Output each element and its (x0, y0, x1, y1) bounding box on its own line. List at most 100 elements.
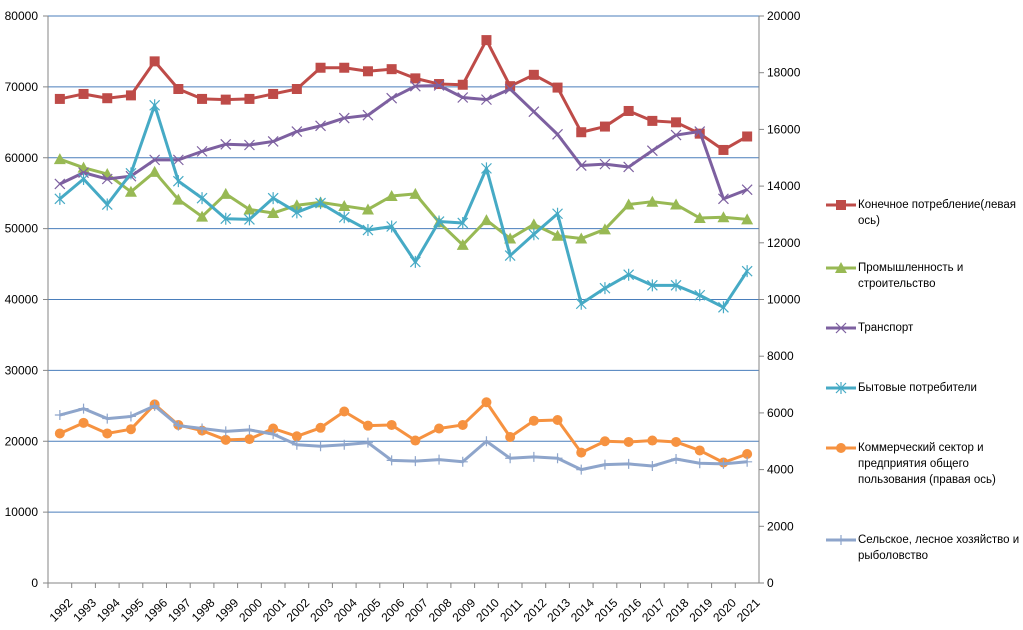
x-tick-label: 2009 (450, 596, 479, 625)
x-tick-label: 2019 (687, 596, 716, 625)
data-point (528, 415, 539, 426)
data-point (647, 115, 658, 126)
data-point (433, 80, 445, 91)
data-point (718, 193, 729, 205)
data-point (291, 84, 302, 95)
data-point (410, 435, 421, 446)
data-point (244, 434, 255, 445)
data-point (362, 224, 374, 237)
data-point (410, 456, 421, 467)
data-point (172, 175, 184, 188)
data-point (552, 207, 563, 220)
x-tick-label: 1997 (165, 596, 194, 625)
data-point (457, 419, 468, 430)
legend-marker-symbol (836, 443, 846, 453)
data-point (362, 437, 373, 448)
left-tick-label: 0 (31, 576, 38, 590)
data-point (125, 411, 136, 422)
data-point (551, 229, 564, 241)
data-point (339, 62, 350, 73)
x-tick-label: 1992 (47, 596, 76, 625)
data-point (528, 69, 539, 80)
data-point (53, 153, 66, 165)
series-2 (54, 80, 753, 205)
data-point (456, 238, 469, 250)
right-tick-label: 18000 (767, 66, 801, 80)
data-point (670, 198, 683, 210)
data-point (54, 428, 65, 439)
legend-label: Сельское, лесное хозяйство и рыболовство (858, 534, 1020, 562)
data-point (220, 426, 231, 437)
left-tick-label: 60000 (5, 151, 39, 165)
data-point (409, 80, 421, 92)
data-point (576, 127, 587, 138)
left-tick-label: 10000 (5, 505, 39, 519)
legend-marker-symbol (836, 200, 846, 210)
data-point (504, 249, 516, 262)
data-point (386, 419, 397, 430)
left-tick-label: 80000 (5, 9, 39, 23)
data-point (244, 424, 255, 435)
data-point (315, 197, 326, 210)
x-tick-label: 2002 (284, 596, 313, 625)
right-tick-label: 16000 (767, 122, 801, 136)
data-point (481, 94, 492, 106)
data-point (742, 456, 753, 467)
data-point (361, 203, 374, 215)
x-tick-label: 2004 (331, 596, 360, 625)
data-point (386, 220, 398, 233)
x-tick-label: 2013 (544, 596, 573, 625)
x-tick-label: 2020 (710, 596, 739, 625)
data-point (409, 255, 421, 268)
data-point (480, 214, 493, 226)
legend-label: Коммерческий сектор и предприятия общего… (858, 442, 996, 486)
legend-marker-symbol (835, 262, 847, 273)
data-point (149, 154, 161, 166)
legend-label: Промышленность и строительство (858, 262, 964, 290)
data-point (102, 428, 113, 439)
data-point (694, 458, 705, 469)
data-point (315, 441, 326, 452)
x-tick-label: 1994 (94, 596, 123, 625)
data-point (599, 158, 611, 170)
data-point (599, 282, 611, 295)
data-point (481, 162, 492, 175)
data-point (741, 184, 753, 196)
data-point (362, 420, 373, 431)
data-point (528, 451, 539, 462)
series-3 (54, 99, 753, 314)
data-point (576, 464, 587, 475)
data-point (671, 436, 682, 447)
x-tick-label: 2007 (402, 596, 431, 625)
x-tick-label: 2011 (497, 596, 525, 624)
data-point (291, 439, 302, 450)
data-point (267, 136, 279, 147)
x-tick-label: 2014 (568, 596, 597, 625)
data-point (693, 211, 706, 223)
legend-label: Бытовые потребители (858, 382, 977, 394)
data-point (528, 106, 540, 118)
series-4 (54, 397, 753, 468)
legend-marker (826, 382, 856, 394)
data-point (386, 455, 397, 466)
legend-marker-symbol (835, 382, 847, 394)
data-point (338, 211, 350, 224)
data-point (197, 93, 208, 104)
data-point (197, 423, 208, 434)
data-point (219, 187, 232, 199)
data-point (78, 403, 89, 414)
data-point (244, 213, 255, 226)
data-point (149, 400, 160, 411)
data-point (338, 112, 350, 124)
x-tick-label: 1996 (141, 596, 170, 625)
data-point (671, 453, 682, 464)
data-point (220, 138, 232, 150)
data-point (647, 461, 658, 472)
data-point (599, 459, 610, 470)
x-tick-label: 2008 (426, 596, 455, 625)
data-point (386, 64, 397, 75)
data-point (527, 218, 540, 230)
x-tick-label: 2006 (378, 596, 407, 625)
data-point (220, 212, 232, 225)
data-point (338, 199, 351, 211)
